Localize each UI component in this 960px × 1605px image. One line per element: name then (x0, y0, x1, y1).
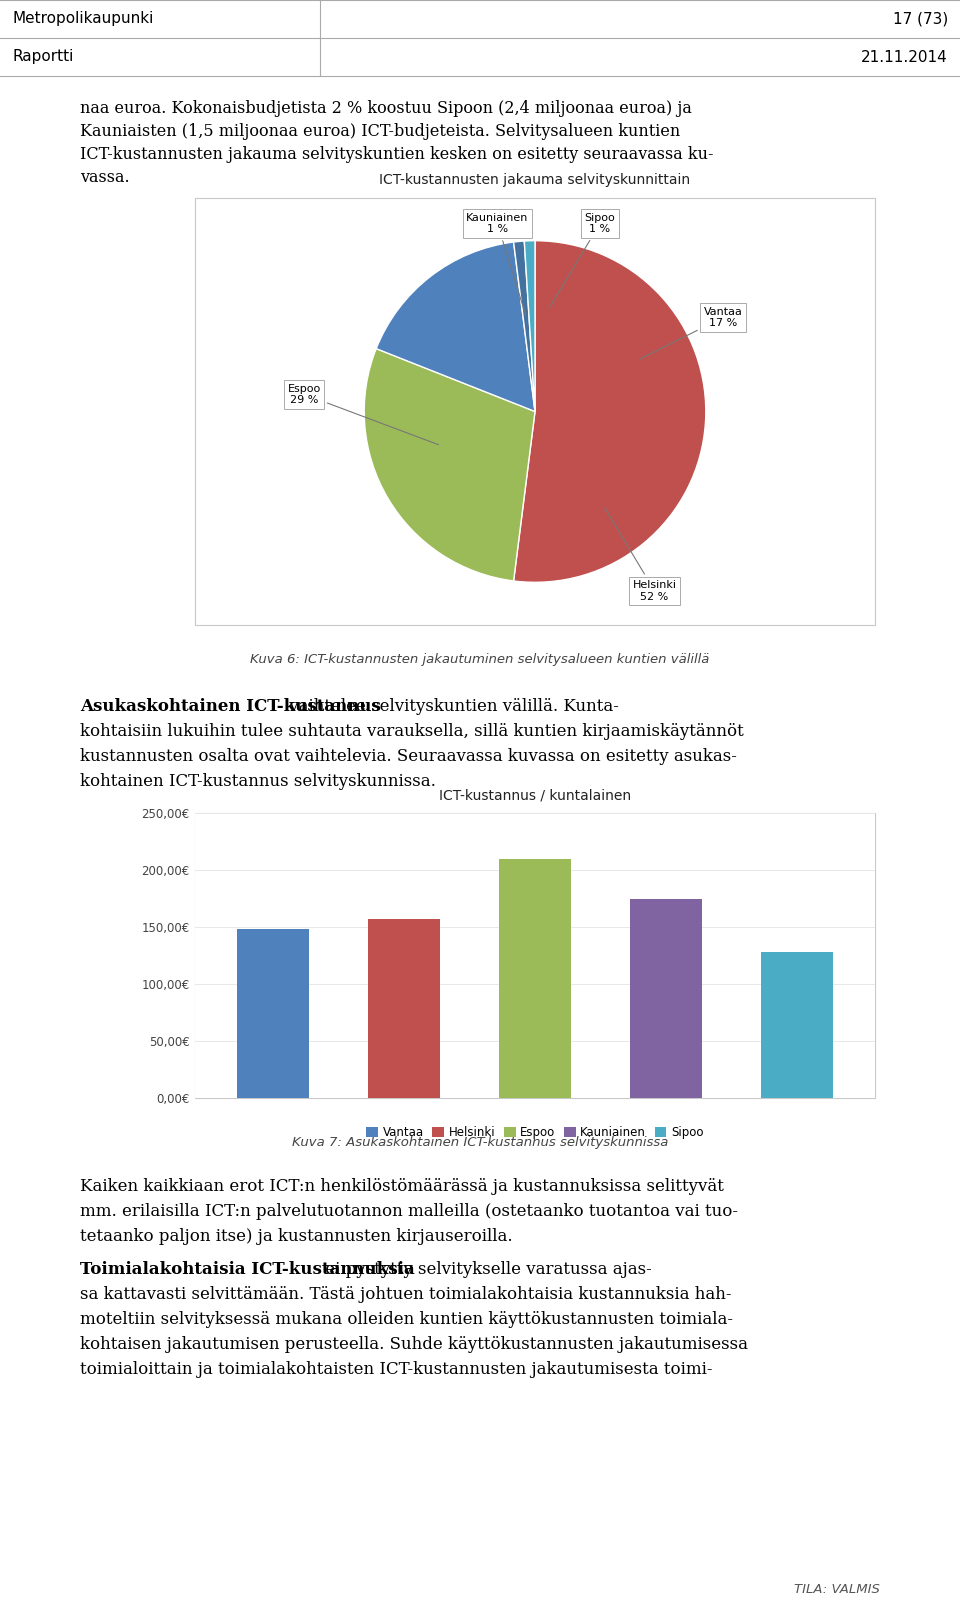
Text: ei pystytty selvitykselle varatussa ajas-: ei pystytty selvitykselle varatussa ajas… (320, 1262, 652, 1278)
Text: ICT-kustannusten jakauma selvityskuntien kesken on esitetty seuraavassa ku-: ICT-kustannusten jakauma selvityskuntien… (80, 146, 713, 164)
Legend: Vantaa, Helsinki, Espoo, Kauniainen, Sipoo: Vantaa, Helsinki, Espoo, Kauniainen, Sip… (362, 1120, 708, 1143)
Wedge shape (376, 242, 535, 411)
Text: moteltiin selvityksessä mukana olleiden kuntien käyttökustannusten toimiala-: moteltiin selvityksessä mukana olleiden … (80, 1311, 733, 1327)
Text: Metropolikaupunki: Metropolikaupunki (12, 11, 154, 27)
Text: Espoo
29 %: Espoo 29 % (288, 384, 439, 445)
Text: Kuva 6: ICT-kustannusten jakautuminen selvitysalueen kuntien välillä: Kuva 6: ICT-kustannusten jakautuminen se… (251, 653, 709, 666)
Text: Kaiken kaikkiaan erot ICT:n henkilöstömäärässä ja kustannuksissa selittyvät: Kaiken kaikkiaan erot ICT:n henkilöstömä… (80, 1178, 724, 1196)
Text: Raportti: Raportti (12, 50, 73, 64)
Text: Kuva 7: Asukaskohtainen ICT-kustannus selvityskunnissa: Kuva 7: Asukaskohtainen ICT-kustannus se… (292, 1136, 668, 1149)
Text: vassa.: vassa. (80, 169, 130, 186)
Wedge shape (524, 241, 535, 411)
Text: Kauniainen
1 %: Kauniainen 1 % (467, 213, 529, 315)
Text: Toimialakohtaisia ICT-kustannuksia: Toimialakohtaisia ICT-kustannuksia (80, 1262, 415, 1278)
Bar (760, 952, 832, 1098)
Text: naa euroa. Kokonaisbudjetista 2 % koostuu Sipoon (2,4 miljoonaa euroa) ja: naa euroa. Kokonaisbudjetista 2 % koostu… (80, 100, 692, 117)
Bar (630, 899, 702, 1098)
Wedge shape (514, 241, 706, 583)
Text: toimialoittain ja toimialakohtaisten ICT-kustannusten jakautumisesta toimi-: toimialoittain ja toimialakohtaisten ICT… (80, 1361, 712, 1379)
Text: 21.11.2014: 21.11.2014 (861, 50, 948, 64)
Title: ICT-kustannus / kuntalainen: ICT-kustannus / kuntalainen (439, 788, 631, 802)
Text: Vantaa
17 %: Vantaa 17 % (640, 307, 742, 360)
Wedge shape (364, 348, 535, 581)
Text: mm. erilaisilla ICT:n palvelutuotannon malleilla (ostetaanko tuotantoa vai tuo-: mm. erilaisilla ICT:n palvelutuotannon m… (80, 1204, 738, 1220)
Text: 17 (73): 17 (73) (893, 11, 948, 27)
Text: Kauniaisten (1,5 miljoonaa euroa) ICT-budjeteista. Selvitysalueen kuntien: Kauniaisten (1,5 miljoonaa euroa) ICT-bu… (80, 124, 681, 140)
Text: vaihtelee selvityskuntien välillä. Kunta-: vaihtelee selvityskuntien välillä. Kunta… (284, 698, 619, 714)
Text: Sipoo
1 %: Sipoo 1 % (550, 213, 615, 307)
Text: Asukaskohtainen ICT-kustannus: Asukaskohtainen ICT-kustannus (80, 698, 381, 714)
Title: ICT-kustannusten jakauma selvityskunnittain: ICT-kustannusten jakauma selvityskunnitt… (379, 173, 690, 188)
Text: kohtainen ICT-kustannus selvityskunnissa.: kohtainen ICT-kustannus selvityskunnissa… (80, 774, 436, 790)
Bar (369, 920, 441, 1098)
Text: TILA: VALMIS: TILA: VALMIS (794, 1583, 880, 1595)
Text: kohtaisiin lukuihin tulee suhtauta varauksella, sillä kuntien kirjaamiskäytännöt: kohtaisiin lukuihin tulee suhtauta varau… (80, 722, 744, 740)
Wedge shape (514, 241, 535, 411)
Text: tetaanko paljon itse) ja kustannusten kirjauseroilla.: tetaanko paljon itse) ja kustannusten ki… (80, 1228, 513, 1245)
Text: sa kattavasti selvittämään. Tästä johtuen toimialakohtaisia kustannuksia hah-: sa kattavasti selvittämään. Tästä johtue… (80, 1286, 732, 1303)
Text: Helsinki
52 %: Helsinki 52 % (605, 507, 677, 602)
Text: kustannusten osalta ovat vaihtelevia. Seuraavassa kuvassa on esitetty asukas-: kustannusten osalta ovat vaihtelevia. Se… (80, 748, 737, 766)
Bar (499, 859, 571, 1098)
Text: kohtaisen jakautumisen perusteella. Suhde käyttökustannusten jakautumisessa: kohtaisen jakautumisen perusteella. Suhd… (80, 1335, 748, 1353)
Bar (237, 929, 309, 1098)
